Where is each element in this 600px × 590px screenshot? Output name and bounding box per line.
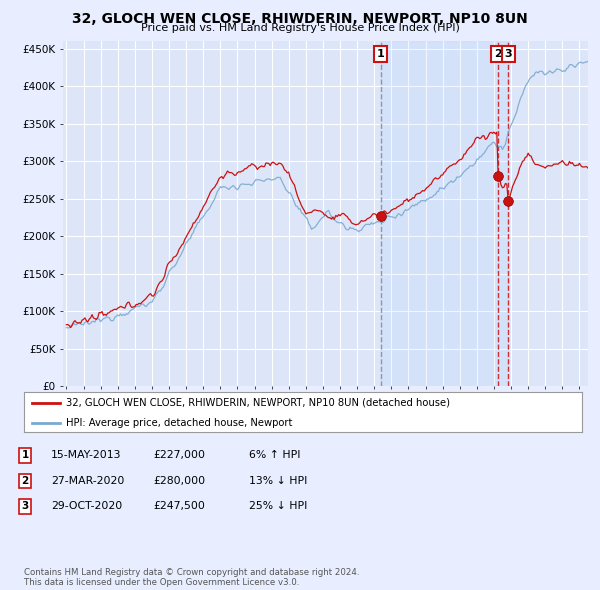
Text: 3: 3	[22, 502, 29, 511]
Text: 3: 3	[505, 49, 512, 59]
Text: Contains HM Land Registry data © Crown copyright and database right 2024.
This d: Contains HM Land Registry data © Crown c…	[24, 568, 359, 587]
Text: 27-MAR-2020: 27-MAR-2020	[51, 476, 124, 486]
Text: 32, GLOCH WEN CLOSE, RHIWDERIN, NEWPORT, NP10 8UN: 32, GLOCH WEN CLOSE, RHIWDERIN, NEWPORT,…	[72, 12, 528, 26]
Text: 2: 2	[494, 49, 502, 59]
Text: 15-MAY-2013: 15-MAY-2013	[51, 451, 121, 460]
Text: HPI: Average price, detached house, Newport: HPI: Average price, detached house, Newp…	[66, 418, 292, 428]
Text: 1: 1	[377, 49, 385, 59]
Bar	[380, 41, 508, 386]
Text: £280,000: £280,000	[153, 476, 205, 486]
Text: 1: 1	[22, 451, 29, 460]
Text: Price paid vs. HM Land Registry's House Price Index (HPI): Price paid vs. HM Land Registry's House …	[140, 23, 460, 33]
Text: 29-OCT-2020: 29-OCT-2020	[51, 502, 122, 511]
Text: 32, GLOCH WEN CLOSE, RHIWDERIN, NEWPORT, NP10 8UN (detached house): 32, GLOCH WEN CLOSE, RHIWDERIN, NEWPORT,…	[66, 398, 450, 408]
Text: 25% ↓ HPI: 25% ↓ HPI	[249, 502, 307, 511]
Text: £227,000: £227,000	[153, 451, 205, 460]
Text: 13% ↓ HPI: 13% ↓ HPI	[249, 476, 307, 486]
Text: £247,500: £247,500	[153, 502, 205, 511]
Text: 2: 2	[22, 476, 29, 486]
Text: 6% ↑ HPI: 6% ↑ HPI	[249, 451, 301, 460]
